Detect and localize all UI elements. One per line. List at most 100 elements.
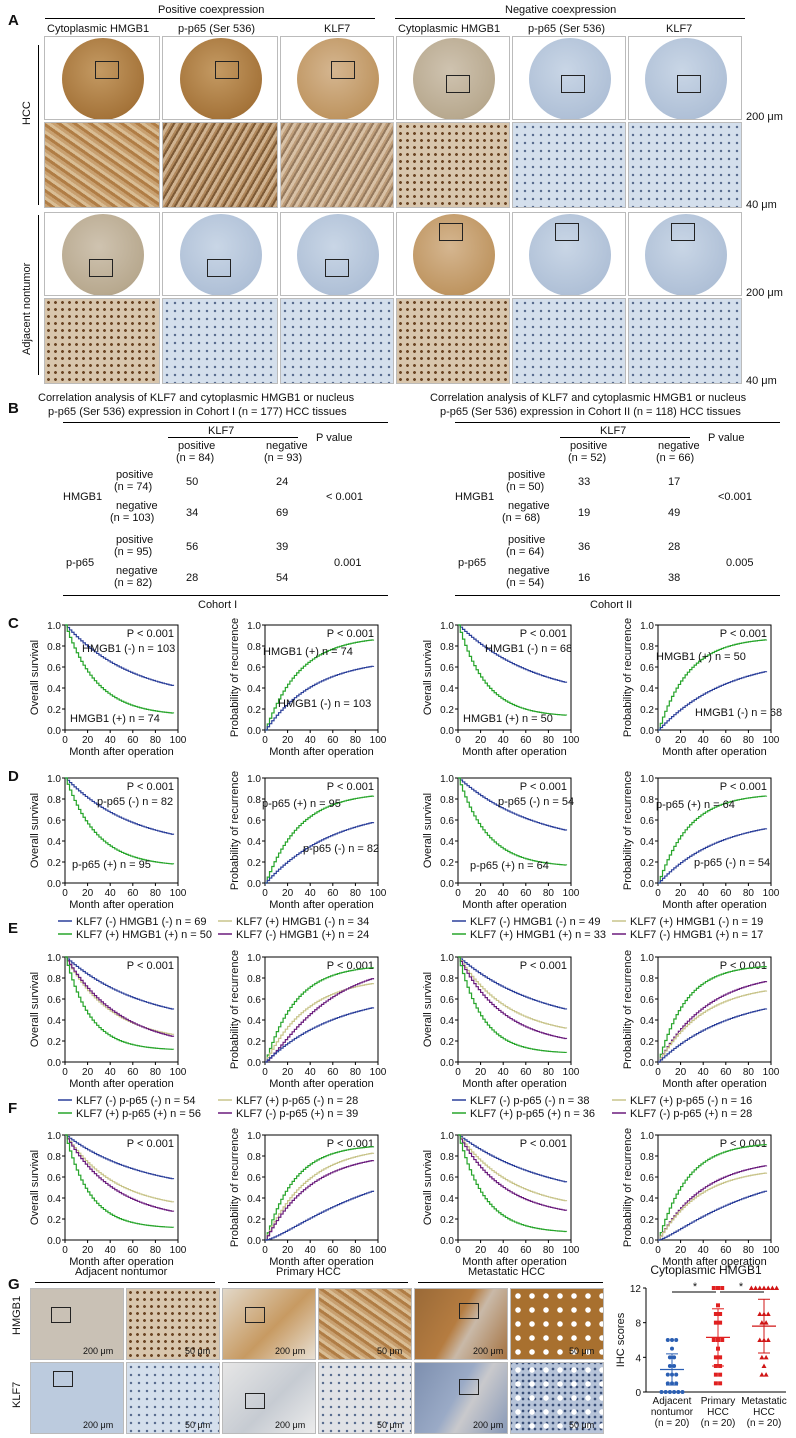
cell-hmgb1-pos-klf7-pos: 33	[578, 476, 591, 488]
y-tick-label: 0.2	[640, 1215, 654, 1226]
y-tick-label: 0.2	[640, 1037, 654, 1048]
x-tick-label: 80	[743, 1067, 755, 1078]
y-axis-label: IHC scores	[615, 1312, 627, 1367]
plot-frame	[457, 777, 572, 884]
x-tick-label: 60	[720, 1067, 732, 1078]
x-tick-label: 40	[305, 1067, 317, 1078]
g-group-adjacent: Adjacent nontumor	[75, 1266, 168, 1278]
y-tick-label: 0.2	[640, 705, 654, 716]
data-point	[718, 1312, 723, 1316]
x-tick-label: 0	[455, 888, 461, 899]
pvalue-head: P value	[316, 432, 353, 444]
data-point	[713, 1355, 718, 1360]
y-tick-label: 0.2	[247, 1037, 261, 1048]
table-title-line2: p-p65 (Ser 536) expression in Cohort II …	[440, 406, 741, 418]
km-curve-neg	[658, 828, 768, 884]
x-axis-label: Month after operation	[69, 899, 174, 911]
data-point	[720, 1338, 725, 1342]
km-curve-kp-pn	[658, 1172, 768, 1241]
g-group-primary-rule	[228, 1282, 408, 1283]
y-tick-label: 0.8	[47, 1152, 61, 1163]
y-tick-label: 0.4	[440, 1016, 454, 1027]
tma-hcc-neg-klf7	[628, 36, 742, 120]
data-point	[765, 1311, 771, 1316]
tma-adj-pos-klf7	[280, 212, 394, 296]
pvalue-head: P value	[708, 432, 745, 444]
plot-frame	[657, 956, 772, 1063]
plot-frame	[457, 956, 572, 1063]
data-point	[670, 1346, 674, 1351]
scale-200-adj: 200 μm	[746, 287, 783, 299]
g-met-klf7-high: 50 μm	[510, 1362, 604, 1434]
data-point	[763, 1320, 769, 1325]
klf7-header: KLF7	[208, 425, 235, 437]
panel-f-letter: F	[8, 1100, 18, 1117]
x-tick-label: 20	[82, 888, 94, 899]
tma-adj-neg-klf7	[628, 212, 742, 296]
y-tick-label: 0.6	[247, 816, 261, 827]
y-tick-label: 0.0	[247, 726, 261, 737]
category-label: (n = 20)	[655, 1418, 690, 1429]
x-tick-label: 40	[498, 735, 510, 746]
data-point	[667, 1355, 672, 1360]
zoom-hcc-pos-pp65	[162, 122, 278, 208]
y-tick-label: 0.2	[440, 705, 454, 716]
y-tick-label: 0.8	[440, 795, 454, 806]
km-curve-kn-pn	[658, 1190, 768, 1241]
x-tick-label: 0	[655, 735, 661, 746]
x-tick-label: 0	[262, 735, 268, 746]
positive-header-rule	[45, 18, 375, 19]
pvalue-pp65: 0.001	[334, 557, 362, 569]
zoom-adj-pos-pp65	[162, 298, 278, 384]
x-tick-label: 100	[763, 1245, 780, 1256]
km-curve-pos	[65, 624, 175, 714]
km-curve-kn-pn	[458, 1134, 568, 1183]
x-tick-label: 60	[327, 735, 339, 746]
g-group-primary: Primary HCC	[276, 1266, 341, 1278]
y-tick-label: 0.8	[440, 974, 454, 985]
km-curve-neg	[265, 665, 375, 731]
km-curve-pos	[265, 795, 375, 884]
zoom-adj-pos-klf7	[280, 298, 394, 384]
x-axis-label: Month after operation	[662, 899, 767, 911]
km-curve-kn-hp	[458, 956, 568, 1040]
curve-label-b: HMGB1 (-) n = 103	[278, 698, 371, 710]
legend-entry: KLF7 (-) HMGB1 (+) n = 24	[236, 929, 369, 941]
panel-c-letter: C	[8, 615, 19, 632]
y-tick-label: 0.4	[47, 684, 61, 695]
y-tick-label: 0.6	[247, 663, 261, 674]
x-tick-label: 80	[743, 1245, 755, 1256]
legend-entry: KLF7 (+) HMGB1 (-) n = 34	[236, 916, 369, 928]
curve-label-b: HMGB1 (+) n = 50	[463, 713, 553, 725]
y-tick-label: 0.0	[47, 1236, 61, 1247]
x-tick-label: 60	[127, 1067, 139, 1078]
y-tick-label: 0.6	[440, 816, 454, 827]
hmgb1-positive-label: positive	[508, 469, 546, 481]
x-tick-label: 40	[698, 1067, 710, 1078]
x-tick-label: 100	[170, 1067, 187, 1078]
y-tick-label: 0.0	[440, 879, 454, 890]
km-curve-pos	[458, 624, 568, 716]
y-tick-label: 1.0	[47, 953, 61, 964]
x-tick-label: 20	[475, 1067, 487, 1078]
col-label-hmgb1-pos: Cytoplasmic HMGB1	[47, 23, 150, 35]
category-label: HCC	[707, 1407, 729, 1418]
y-tick-label: 0.2	[47, 705, 61, 716]
zoom-adj-pos-hmgb1	[44, 298, 160, 384]
legend-entry: KLF7 (+) p-p65 (+) n = 36	[470, 1108, 595, 1120]
y-tick-label: 0.0	[247, 1058, 261, 1069]
plot-frame	[264, 777, 379, 884]
panel-g-letter: G	[8, 1276, 20, 1293]
y-tick-label: 0.4	[640, 837, 654, 848]
y-tick-label: 1.0	[47, 774, 61, 785]
x-tick-label: 20	[675, 735, 687, 746]
x-tick-label: 60	[127, 735, 139, 746]
x-tick-label: 100	[370, 735, 387, 746]
y-tick-label: 0.6	[640, 1173, 654, 1184]
cell-pp65-pos-klf7-pos: 56	[186, 541, 199, 553]
km-curve-kp-hp	[265, 967, 375, 1063]
data-point	[761, 1363, 767, 1368]
y-tick-label: 1.0	[440, 953, 454, 964]
y-axis-label: Overall survival	[422, 640, 434, 715]
